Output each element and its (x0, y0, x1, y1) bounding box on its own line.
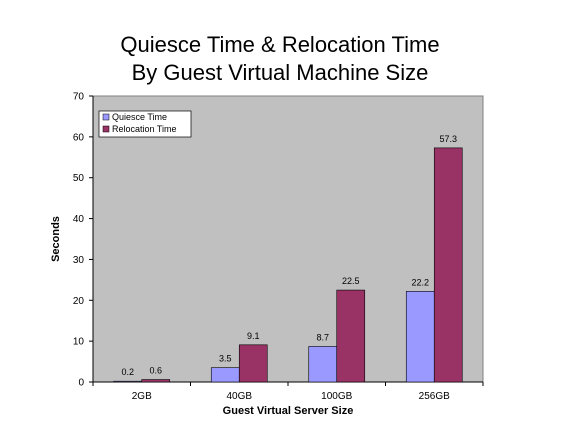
data-label: 22.5 (342, 276, 360, 286)
y-tick-label: 70 (73, 92, 85, 103)
bar-quiesce-time-100gb (308, 346, 338, 383)
legend-box (98, 110, 192, 138)
y-axis-label: Seconds (50, 216, 62, 262)
y-tick-label: 20 (73, 296, 85, 307)
data-label: 9.1 (247, 331, 260, 341)
y-tick-label: 10 (73, 337, 85, 348)
legend-swatch-quiesce (102, 113, 110, 121)
y-tick-label: 50 (73, 173, 85, 184)
y-axis: 0 10 20 30 40 50 60 70 (73, 92, 94, 389)
chart-title-line-2: By Guest Virtual Machine Size (132, 60, 429, 85)
data-labels: 0.2 3.5 8.7 22.2 0.6 9.1 22.5 57.3 (121, 134, 457, 377)
y-tick-label: 30 (73, 255, 85, 266)
x-tick-label: 256GB (419, 391, 450, 402)
data-label: 0.2 (121, 367, 134, 377)
x-tick-label: 100GB (321, 391, 352, 402)
legend-label-relocation: Relocation Time (112, 124, 177, 134)
bar-relocation-time-2gb (141, 379, 171, 383)
bar-relocation-time-100gb (336, 289, 366, 383)
y-tick-label: 60 (73, 132, 85, 143)
y-tick-label: 0 (78, 378, 84, 389)
data-label: 8.7 (316, 332, 329, 342)
data-label: 3.5 (219, 354, 232, 364)
bar-quiesce-time-256gb (405, 290, 435, 383)
bar-quiesce-time-2gb (113, 380, 143, 383)
chart-title-line-1: Quiesce Time & Relocation Time (120, 32, 439, 57)
y-tick-label: 40 (73, 214, 85, 225)
x-tick-label: 2GB (132, 391, 152, 402)
bar-quiesce-time-40gb (210, 367, 240, 383)
bars (113, 147, 463, 383)
x-axis-label: Guest Virtual Server Size (223, 405, 354, 417)
legend: Quiesce Time Relocation Time (98, 110, 192, 138)
legend-label-quiesce: Quiesce Time (112, 112, 167, 122)
data-label: 57.3 (439, 134, 457, 144)
legend-swatch-relocation (102, 125, 110, 133)
x-tick-label: 40GB (226, 391, 252, 402)
data-label: 22.2 (411, 277, 429, 287)
x-axis: 2GB 40GB 100GB 256GB (92, 381, 484, 402)
bar-relocation-time-40gb (238, 344, 268, 383)
data-label: 0.6 (149, 366, 162, 376)
bar-relocation-time-256gb (433, 147, 463, 383)
